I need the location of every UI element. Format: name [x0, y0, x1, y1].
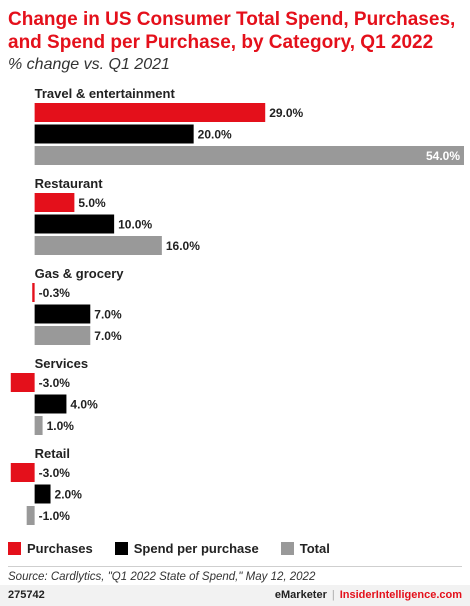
value-label-restaurant-spend-per-purchase: 10.0% [118, 218, 152, 232]
legend-item-total: Total [280, 540, 330, 556]
source-divider [8, 566, 462, 567]
value-label-gas-and-grocery-purchases: -0.3% [39, 286, 71, 300]
bar-retail-spend-per-purchase [34, 484, 51, 504]
value-label-retail-total: -1.0% [39, 509, 71, 523]
chart-id: 275742 [8, 589, 45, 601]
category-label-restaurant: Restaurant [35, 176, 104, 191]
chart-title: Change in US Consumer Total Spend, Purch… [8, 9, 456, 53]
bar-gas-and-grocery-total [34, 326, 91, 345]
legend-label-total: Total [299, 540, 330, 556]
bar-travel-and-entertainment-spend-per-purchase [34, 124, 194, 144]
bar-services-total [34, 416, 43, 435]
bar-retail-total [26, 506, 35, 525]
bar-services-purchases [10, 373, 35, 392]
legend-label-spend-per-purchase: Spend per purchase [133, 540, 259, 556]
legend: Purchases Spend per purchase Total [8, 540, 352, 556]
footer-bar: 275742 eMarketer | InsiderIntelligence.com [0, 585, 470, 606]
value-label-services-total: 1.0% [47, 419, 75, 433]
value-label-retail-spend-per-purchase: 2.0% [55, 488, 83, 502]
value-label-gas-and-grocery-spend-per-purchase: 7.0% [94, 308, 122, 322]
bar-restaurant-total [34, 236, 162, 255]
bar-gas-and-grocery-purchases [32, 283, 35, 302]
value-label-restaurant-total: 16.0% [166, 239, 200, 253]
legend-item-spend-per-purchase: Spend per purchase [114, 540, 259, 556]
source-note: Source: Cardlytics, "Q1 2022 State of Sp… [8, 571, 316, 583]
legend-swatch-purchases [8, 541, 21, 555]
category-label-services: Services [35, 356, 89, 371]
value-label-gas-and-grocery-total: 7.0% [94, 329, 122, 343]
brand: eMarketer | InsiderIntelligence.com [275, 589, 462, 601]
bar-restaurant-purchases [34, 193, 75, 212]
value-label-services-purchases: -3.0% [39, 376, 71, 390]
value-label-retail-purchases: -3.0% [39, 466, 71, 480]
brand-insider-intelligence: InsiderIntelligence.com [339, 589, 462, 601]
value-label-services-spend-per-purchase: 4.0% [70, 398, 98, 412]
legend-item-purchases: Purchases [8, 541, 93, 556]
bar-travel-and-entertainment-total [34, 146, 464, 165]
bar-retail-purchases [10, 463, 35, 482]
legend-swatch-spend-per-purchase [114, 541, 128, 555]
bar-restaurant-spend-per-purchase [34, 214, 115, 234]
legend-label-purchases: Purchases [27, 540, 93, 556]
brand-separator: | [331, 589, 335, 601]
category-label-gas-and-grocery: Gas & grocery [35, 266, 125, 281]
bar-services-spend-per-purchase [34, 394, 67, 414]
chart-subtitle: % change vs. Q1 2021 [8, 56, 170, 73]
legend-swatch-total [280, 541, 294, 555]
bar-travel-and-entertainment-purchases [34, 103, 266, 122]
value-label-travel-and-entertainment-total: 54.0% [426, 149, 460, 163]
value-label-travel-and-entertainment-spend-per-purchase: 20.0% [198, 128, 232, 142]
brand-emarketer: eMarketer [274, 589, 327, 601]
category-label-travel-and-entertainment: Travel & entertainment [35, 86, 176, 101]
bar-gas-and-grocery-spend-per-purchase [34, 304, 91, 324]
bar-chart: Travel & entertainment 29.0% 20.0% 54.0% Res… [10, 86, 464, 525]
category-label-retail: Retail [35, 446, 70, 461]
value-label-travel-and-entertainment-purchases: 29.0% [269, 106, 303, 120]
value-label-restaurant-purchases: 5.0% [78, 196, 106, 210]
